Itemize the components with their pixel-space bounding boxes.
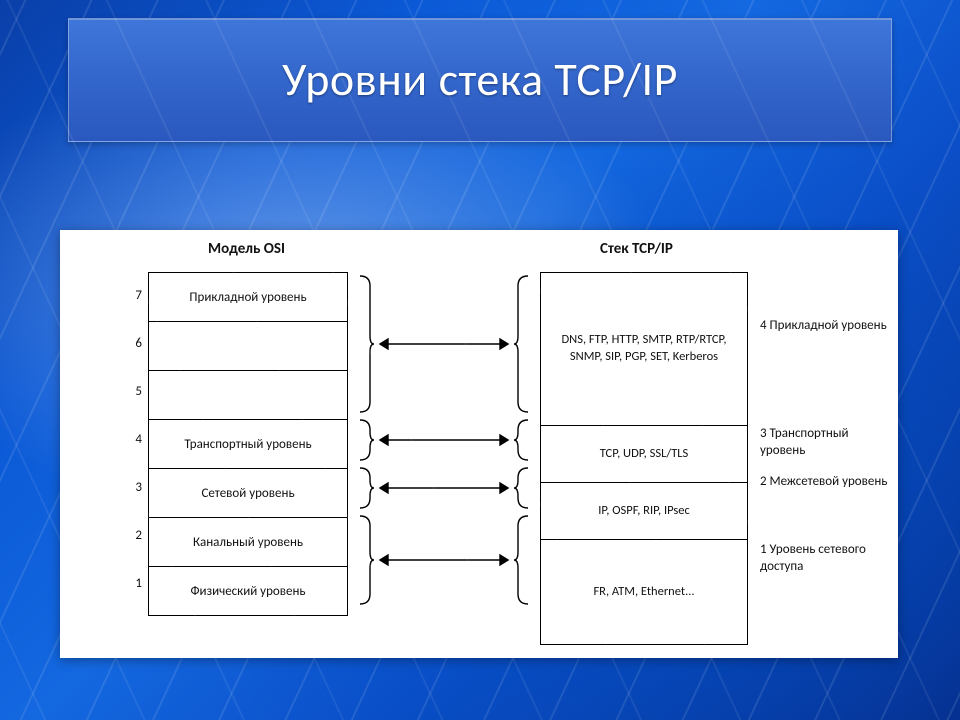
title-band: Уровни стека TCP/IP bbox=[68, 18, 892, 142]
connector-layer bbox=[60, 230, 898, 658]
diagram: Модель OSI Стек TCP/IP 7 6 5 4 3 2 1 При… bbox=[60, 230, 898, 658]
slide-title: Уровни стека TCP/IP bbox=[282, 52, 678, 108]
diagram-panel: Модель OSI Стек TCP/IP 7 6 5 4 3 2 1 При… bbox=[60, 230, 898, 658]
